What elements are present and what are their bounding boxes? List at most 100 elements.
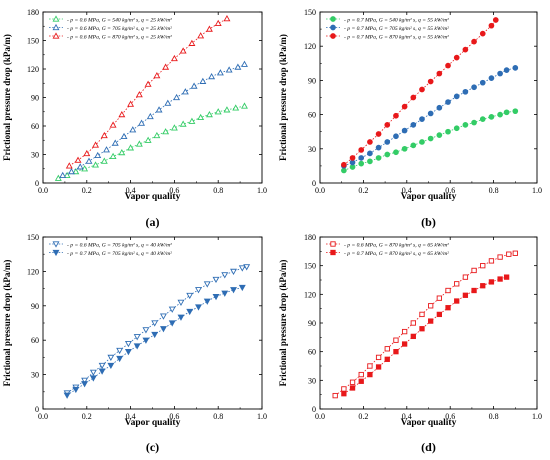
series-line (343, 67, 516, 167)
x-tick-label: 0.4 (402, 412, 412, 421)
x-tick-label: 0.8 (489, 412, 499, 421)
y-tick-label: 30 (308, 376, 316, 385)
data-point (223, 106, 231, 113)
legend-entry: - p = 0.7 MPa, G = 870 kg/m² s, q = 65 k… (344, 251, 449, 257)
data-point (153, 72, 161, 79)
x-tick-label: 1.0 (532, 412, 542, 421)
data-point (146, 112, 154, 120)
data-point (410, 122, 417, 128)
series-line (343, 110, 516, 171)
panel-caption: (d) (421, 440, 436, 454)
legend-marker (330, 241, 336, 247)
data-point (81, 381, 89, 388)
x-tick-label: 0.6 (445, 412, 455, 421)
plot-frame (42, 236, 263, 410)
data-point (488, 22, 495, 29)
legend-entry: - p = 0.7 MPa, G = 870 kg/m² s, q = 55 k… (344, 34, 449, 40)
panel-caption: (a) (146, 215, 160, 229)
data-point (155, 106, 163, 113)
panel-caption: (c) (146, 440, 159, 454)
data-point (72, 386, 80, 394)
data-point (170, 54, 178, 62)
y-tick-label: 150 (304, 262, 316, 271)
data-point (492, 17, 499, 23)
data-point (232, 104, 240, 111)
data-point (238, 265, 246, 272)
data-point (98, 368, 106, 375)
data-point (506, 251, 512, 257)
legend: - p = 0.7 MPa, G = 540 kg/m² s, q = 55 k… (326, 16, 449, 40)
x-axis-label: Vapor quality (125, 192, 181, 202)
data-point (436, 70, 443, 77)
legend-entry: - p = 0.6 MPa, G = 870 kg/m² s, q = 65 k… (344, 242, 449, 248)
x-tick-label: 0.4 (126, 412, 136, 421)
x-tick-label: 1.0 (532, 186, 542, 195)
data-point (503, 274, 510, 280)
legend-entry: - p = 0.6 MPa, G = 705 kg/m² s, q = 40 k… (67, 242, 172, 248)
y-axis-label: Frictional pressure drop (kPa/m) (278, 34, 288, 161)
y-tick-label: 90 (308, 76, 316, 85)
y-tick-label: 150 (27, 233, 39, 242)
data-point (162, 128, 170, 135)
data-point (358, 371, 364, 378)
data-point (445, 305, 451, 311)
data-point (142, 337, 150, 344)
data-point (197, 113, 205, 121)
data-point (159, 313, 167, 320)
data-point (358, 378, 364, 384)
data-point (497, 276, 503, 282)
data-point (341, 386, 347, 392)
data-point (401, 328, 408, 335)
data-point (190, 82, 198, 89)
data-series-2 (63, 284, 246, 399)
data-point (367, 150, 373, 157)
data-point (144, 80, 152, 87)
data-point (177, 299, 185, 306)
data-point (384, 122, 391, 128)
data-point (151, 320, 159, 327)
data-point (188, 39, 196, 46)
data-point (181, 88, 189, 95)
legend-entry: - p = 0.6 MPa, G = 870 kg/m² s, q = 25 k… (67, 34, 172, 40)
data-point (393, 112, 399, 119)
x-tick-label: 1.0 (257, 186, 267, 195)
data-point (118, 110, 126, 118)
data-point (221, 290, 229, 297)
legend: - p = 0.6 MPa, G = 705 kg/m² s, q = 40 k… (49, 241, 172, 257)
data-point (164, 99, 172, 106)
data-series-2 (341, 65, 519, 169)
data-point (349, 164, 356, 170)
data-point (393, 349, 399, 355)
data-point (384, 139, 391, 145)
data-point (216, 69, 224, 76)
legend-marker (52, 23, 60, 31)
data-point (203, 298, 211, 305)
x-axis-label: Vapor quality (401, 418, 457, 428)
data-point (85, 157, 93, 164)
y-tick-label: 30 (31, 151, 39, 160)
data-point (471, 287, 477, 294)
data-series-2 (59, 60, 248, 179)
data-point (74, 156, 82, 163)
series-line (334, 252, 516, 396)
data-point (503, 109, 510, 116)
data-point (170, 124, 178, 131)
data-point (223, 15, 231, 22)
x-tick-label: 0.2 (82, 186, 92, 195)
x-tick-label: 0.8 (213, 186, 223, 195)
data-point (94, 151, 102, 159)
data-series-1 (63, 264, 251, 397)
data-point (367, 139, 373, 145)
x-tick-label: 1.0 (257, 412, 267, 421)
y-tick-label: 60 (308, 111, 316, 120)
data-point (124, 341, 132, 348)
data-point (72, 167, 80, 175)
data-point (454, 281, 460, 287)
data-point (89, 375, 97, 382)
data-point (462, 46, 469, 53)
data-point (479, 30, 486, 37)
data-point (358, 160, 365, 167)
data-point (241, 102, 248, 109)
data-point (471, 267, 477, 274)
data-point (138, 119, 146, 126)
